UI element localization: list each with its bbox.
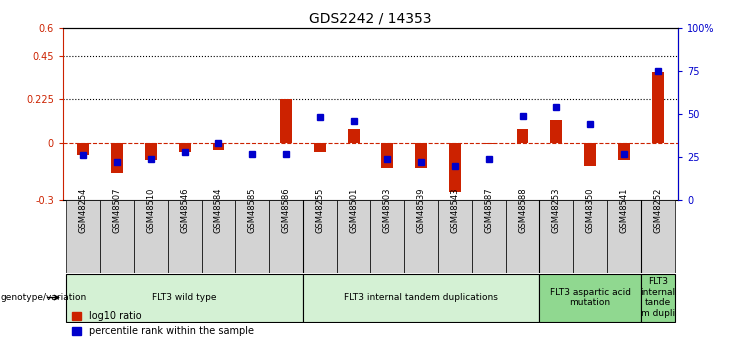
Bar xyxy=(505,200,539,273)
Text: GSM48507: GSM48507 xyxy=(113,187,122,233)
Bar xyxy=(652,72,664,142)
Text: GSM48585: GSM48585 xyxy=(247,187,256,233)
Text: GSM48539: GSM48539 xyxy=(416,187,425,233)
Text: GSM48510: GSM48510 xyxy=(146,187,156,233)
Text: GSM48254: GSM48254 xyxy=(79,187,87,233)
Text: GSM48252: GSM48252 xyxy=(654,187,662,233)
Text: GSM48584: GSM48584 xyxy=(214,187,223,233)
Bar xyxy=(348,129,359,142)
Text: GSM48501: GSM48501 xyxy=(349,187,358,233)
Bar xyxy=(202,200,236,273)
Bar xyxy=(641,274,674,322)
Bar xyxy=(67,274,303,322)
Text: FLT3 internal tandem duplications: FLT3 internal tandem duplications xyxy=(345,293,498,302)
Bar xyxy=(179,142,190,152)
Bar xyxy=(472,200,505,273)
Text: GSM48586: GSM48586 xyxy=(282,187,290,233)
Bar xyxy=(236,200,269,273)
Text: FLT3 aspartic acid
mutation: FLT3 aspartic acid mutation xyxy=(550,288,631,307)
Bar xyxy=(145,142,157,160)
Bar xyxy=(483,142,495,144)
Bar xyxy=(641,200,674,273)
Text: genotype/variation: genotype/variation xyxy=(1,293,87,302)
Bar xyxy=(213,142,225,150)
Text: GSM48503: GSM48503 xyxy=(383,187,392,233)
Text: FLT3 wild type: FLT3 wild type xyxy=(153,293,217,302)
Bar xyxy=(167,200,202,273)
Bar xyxy=(77,142,89,155)
Text: GSM48546: GSM48546 xyxy=(180,187,189,233)
Bar xyxy=(111,142,123,173)
Bar xyxy=(280,99,292,142)
Bar xyxy=(574,200,607,273)
Bar xyxy=(303,200,336,273)
Bar xyxy=(336,200,370,273)
Bar xyxy=(438,200,472,273)
Legend: log10 ratio, percentile rank within the sample: log10 ratio, percentile rank within the … xyxy=(68,307,258,340)
Bar xyxy=(100,200,134,273)
Text: GSM48253: GSM48253 xyxy=(552,187,561,233)
Bar xyxy=(539,200,574,273)
Bar xyxy=(269,200,303,273)
Title: GDS2242 / 14353: GDS2242 / 14353 xyxy=(309,11,432,25)
Bar xyxy=(584,142,596,166)
Text: GSM48541: GSM48541 xyxy=(619,187,628,233)
Bar xyxy=(607,200,641,273)
Bar xyxy=(415,142,427,168)
Bar xyxy=(303,274,539,322)
Bar xyxy=(314,142,326,152)
Bar xyxy=(618,142,630,160)
Text: GSM48350: GSM48350 xyxy=(585,187,595,233)
Text: FLT3
internal
tande
m dupli: FLT3 internal tande m dupli xyxy=(640,277,675,318)
Bar xyxy=(382,142,393,168)
Text: GSM48255: GSM48255 xyxy=(316,187,325,233)
Text: GSM48588: GSM48588 xyxy=(518,187,527,233)
Bar xyxy=(134,200,167,273)
Bar xyxy=(67,200,100,273)
Bar xyxy=(370,200,405,273)
Bar xyxy=(449,142,461,193)
Bar xyxy=(405,200,438,273)
Text: GSM48543: GSM48543 xyxy=(451,187,459,233)
Bar xyxy=(539,274,641,322)
Text: GSM48587: GSM48587 xyxy=(485,187,494,233)
Bar xyxy=(516,129,528,142)
Bar xyxy=(551,120,562,142)
